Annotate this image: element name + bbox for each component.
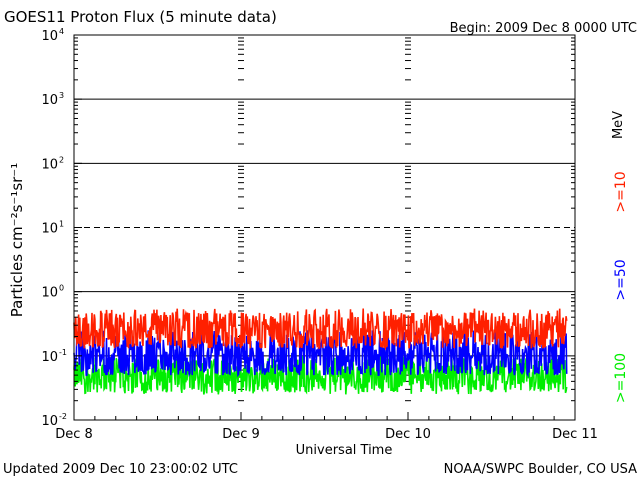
y-tick-label: 10 [41, 157, 58, 172]
y-tick-exponent: -1 [59, 348, 67, 357]
legend-entry: >=10 [613, 171, 629, 212]
y-tick-label: 10 [41, 29, 58, 44]
source-credit: NOAA/SWPC Boulder, CO USA [444, 462, 637, 477]
legend-layer: >=10 >=50 >=100 [613, 171, 629, 403]
x-tick-label: Dec 9 [222, 427, 260, 442]
y-tick-label: 10 [41, 222, 58, 237]
y-tick-exponent: 0 [59, 284, 64, 293]
unit-label: MeV [611, 111, 626, 139]
x-axis-title: Universal Time [296, 443, 393, 458]
chart-title: GOES11 Proton Flux (5 minute data) [4, 8, 277, 26]
y-tick-exponent: 1 [59, 220, 64, 229]
x-tick-label: Dec 8 [55, 427, 93, 442]
x-tick-label: Dec 10 [385, 427, 431, 442]
begin-time-label: Begin: 2009 Dec 8 0000 UTC [450, 21, 637, 36]
y-tick-exponent: 2 [59, 155, 64, 164]
series-line [73, 330, 568, 378]
y-tick-label: 10 [41, 93, 58, 108]
series-line [73, 308, 568, 351]
legend-entry: >=100 [613, 353, 629, 403]
y-tick-label: 10 [41, 286, 58, 301]
x-tick-label: Dec 11 [552, 427, 598, 442]
y-axis-title: Particles cm⁻²s⁻¹sr⁻¹ [8, 163, 26, 317]
y-tick-exponent: 4 [59, 27, 64, 36]
y-tick-label: 10 [41, 414, 58, 429]
y-tick-exponent: 3 [59, 91, 64, 100]
y-tick-exponent: -2 [59, 412, 67, 421]
legend-entry: >=50 [613, 259, 629, 300]
y-tick-label: 10 [41, 350, 58, 365]
series-layer [73, 308, 568, 395]
updated-timestamp: Updated 2009 Dec 10 23:00:02 UTC [3, 462, 238, 477]
